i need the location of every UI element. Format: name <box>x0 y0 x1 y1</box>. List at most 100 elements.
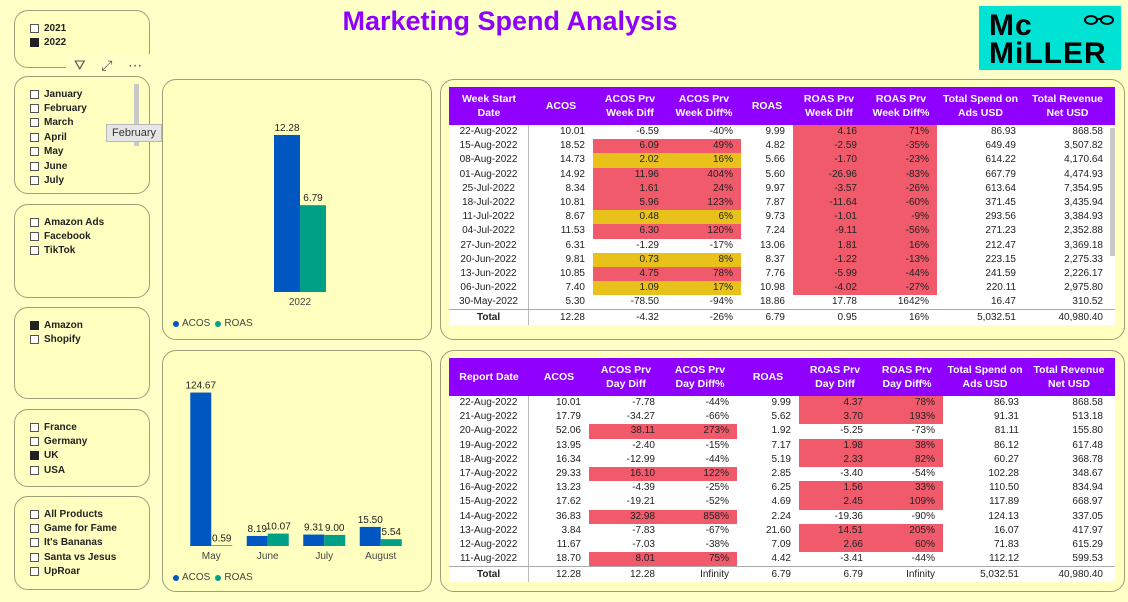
checkbox[interactable] <box>30 552 39 562</box>
column-header[interactable]: ROAS Prv Day Diff% <box>881 364 933 390</box>
table-row[interactable]: 01-Aug-2022 14.92 11.96 404% 5.60 -26.96 -83% 6… <box>449 167 1115 182</box>
bar-acos-june[interactable] <box>246 535 268 546</box>
slicer-option-store[interactable]: Amazon <box>30 318 149 332</box>
weekly-table-scrollbar[interactable] <box>1110 128 1115 256</box>
checkbox[interactable] <box>30 422 39 432</box>
checkbox[interactable] <box>30 161 39 171</box>
slicer-option-store[interactable]: Shopify <box>30 332 149 346</box>
checkbox[interactable] <box>30 567 39 577</box>
checkbox[interactable] <box>30 246 39 256</box>
slicer-option-channel[interactable]: TikTok <box>30 244 149 258</box>
checkbox[interactable] <box>30 89 39 99</box>
table-row[interactable]: 20-Jun-2022 9.81 0.73 8% 8.37 -1.22 -13% 223.15… <box>449 252 1115 267</box>
checkbox[interactable] <box>30 232 39 242</box>
checkbox[interactable] <box>30 320 39 330</box>
checkbox[interactable] <box>30 509 39 519</box>
checkbox[interactable] <box>30 118 39 128</box>
bar-acos-august[interactable] <box>359 526 381 546</box>
filter-icon[interactable]: ⛛ <box>73 56 86 73</box>
slicer-option-month[interactable]: March <box>30 116 149 130</box>
bar-acos-july[interactable] <box>303 534 325 546</box>
table-row[interactable]: 13-Jun-2022 10.85 4.75 78% 7.76 -5.99 -44% 241.… <box>449 266 1115 282</box>
table-row[interactable]: 16-Aug-2022 13.23 -4.39 -25% 6.25 1.56 33% 110.… <box>449 481 1115 496</box>
column-header[interactable]: Total Revenue Net USD <box>1032 93 1103 119</box>
table-row[interactable]: 20-Aug-2022 52.06 38.11 273% 1.92 -5.25 -73% 81… <box>449 424 1115 439</box>
slicer-option-country[interactable]: Germany <box>30 434 149 448</box>
column-header[interactable]: ROAS <box>751 100 783 112</box>
column-header[interactable]: ACOS <box>545 100 577 112</box>
table-row[interactable]: 06-Jun-2022 7.40 1.09 17% 10.98 -4.02 -27% 220.… <box>449 281 1115 296</box>
column-header[interactable]: ROAS Prv Week Diff% <box>872 93 930 119</box>
table-row[interactable]: 22-Aug-2022 10.01 -6.59 -40% 9.99 4.16 71% 86.9… <box>449 125 1115 140</box>
table-row[interactable]: 04-Jul-2022 11.53 6.30 120% 7.24 -9.11 -56% 271… <box>449 224 1115 239</box>
table-row[interactable]: 12-Aug-2022 11.67 -7.03 -38% 7.09 2.66 60% 71.8… <box>449 537 1115 553</box>
table-row[interactable]: 19-Aug-2022 13.95 -2.40 -15% 7.17 1.98 38% 86.1… <box>449 438 1115 453</box>
table-row[interactable]: 22-Aug-2022 10.01 -7.78 -44% 9.99 4.37 78% 86.9… <box>449 396 1115 411</box>
slicer-option-year[interactable]: 2022 <box>30 35 149 49</box>
checkbox[interactable] <box>30 335 39 345</box>
checkbox[interactable] <box>30 104 39 114</box>
bar-roas-august[interactable] <box>380 539 402 546</box>
checkbox[interactable] <box>30 437 39 447</box>
bar-acos-may[interactable] <box>190 392 212 546</box>
table-row[interactable]: 25-Jul-2022 8.34 1.61 24% 9.97 -3.57 -26% 613.6… <box>449 181 1115 196</box>
checkbox[interactable] <box>30 465 39 475</box>
column-header[interactable]: ROAS Prv Day Diff <box>809 364 861 390</box>
month-slicer-scrollbar[interactable] <box>134 84 139 146</box>
table-row[interactable]: 11-Aug-2022 18.70 8.01 75% 4.42 -3.41 -44% 112.… <box>449 552 1115 567</box>
table-row[interactable]: 11-Jul-2022 8.67 0.48 6% 9.73 -1.01 -9% 293.56 3… <box>449 210 1115 225</box>
slicer-option-month[interactable]: January <box>30 87 149 101</box>
bar-roas-july[interactable] <box>324 534 346 546</box>
slicer-option-product[interactable]: Santa vs Jesus <box>30 550 149 564</box>
column-header[interactable]: Report Date <box>459 371 519 383</box>
column-header[interactable]: ROAS Prv Week Diff <box>803 93 855 119</box>
checkbox[interactable] <box>30 217 39 227</box>
column-header[interactable]: ACOS <box>543 371 575 383</box>
column-header[interactable]: Total Spend on Ads USD <box>942 93 1019 119</box>
table-row[interactable]: 13-Aug-2022 3.84 -7.83 -67% 21.60 14.51 205% 16… <box>449 523 1115 538</box>
bar-roas-june[interactable] <box>267 533 289 546</box>
focus-mode-icon[interactable]: ⤢ <box>101 56 113 73</box>
checkbox[interactable] <box>30 147 39 157</box>
slicer-option-product[interactable]: All Products <box>30 507 149 521</box>
slicer-option-product[interactable]: It's Bananas <box>30 536 149 550</box>
slicer-option-month[interactable]: June <box>30 159 149 173</box>
table-row[interactable]: 15-Aug-2022 18.52 6.09 49% 4.82 -2.59 -35% 649.… <box>449 139 1115 154</box>
slicer-option-product[interactable]: UpRoar <box>30 565 149 579</box>
slicer-option-channel[interactable]: Facebook <box>30 229 149 243</box>
checkbox[interactable] <box>30 132 39 142</box>
slicer-option-year[interactable]: 2021 <box>30 21 149 35</box>
table-row[interactable]: 08-Aug-2022 14.73 2.02 16% 5.66 -1.70 -23% 614.… <box>449 153 1115 168</box>
slicer-option-channel[interactable]: Amazon Ads <box>30 215 149 229</box>
column-header[interactable]: Week Start Date <box>461 93 517 119</box>
column-header[interactable]: ROAS <box>752 371 784 383</box>
more-options-icon[interactable]: ⋯ <box>128 56 143 73</box>
slicer-option-month[interactable]: July <box>30 173 149 187</box>
slicer-option-product[interactable]: Game for Fame <box>30 521 149 535</box>
checkbox[interactable] <box>30 524 39 534</box>
bar-roas-2022[interactable] <box>300 205 326 292</box>
table-row[interactable]: 14-Aug-2022 36.83 32.98 858% 2.24 -19.36 -90% 1… <box>449 509 1115 524</box>
checkbox[interactable] <box>30 538 39 548</box>
table-row[interactable]: 30-May-2022 5.30 -78.50 -94% 18.86 17.78 1642%… <box>449 295 1115 310</box>
checkbox[interactable] <box>30 451 39 461</box>
table-row[interactable]: 17-Aug-2022 29.33 16.10 122% 2.85 -3.40 -54% 10… <box>449 466 1115 482</box>
column-header[interactable]: ACOS Prv Day Diff% <box>674 364 726 390</box>
slicer-option-country[interactable]: USA <box>30 463 149 477</box>
column-header[interactable]: ACOS Prv Week Diff <box>604 93 656 119</box>
checkbox[interactable] <box>30 176 39 186</box>
checkbox[interactable] <box>30 23 39 33</box>
slicer-option-country[interactable]: France <box>30 420 149 434</box>
slicer-option-month[interactable]: May <box>30 145 149 159</box>
table-row[interactable]: 21-Aug-2022 17.79 -34.27 -66% 5.62 3.70 193% 91… <box>449 410 1115 425</box>
slicer-option-country[interactable]: UK <box>30 449 149 463</box>
table-row[interactable]: 27-Jun-2022 6.31 -1.29 -17% 13.06 1.81 16% 212.… <box>449 238 1115 253</box>
checkbox[interactable] <box>30 38 39 48</box>
column-header[interactable]: Total Spend on Ads USD <box>947 364 1023 390</box>
column-header[interactable]: ACOS Prv Day Diff <box>600 364 652 390</box>
table-row[interactable]: 18-Aug-2022 16.34 -12.99 -44% 5.19 2.33 82% 60.… <box>449 452 1115 467</box>
bar-acos-2022[interactable] <box>274 134 300 292</box>
slicer-option-month[interactable]: February <box>30 101 149 115</box>
table-row[interactable]: 15-Aug-2022 17.62 -19.21 -52% 4.69 2.45 109% 11… <box>449 495 1115 510</box>
slicer-option-month[interactable]: April <box>30 130 149 144</box>
